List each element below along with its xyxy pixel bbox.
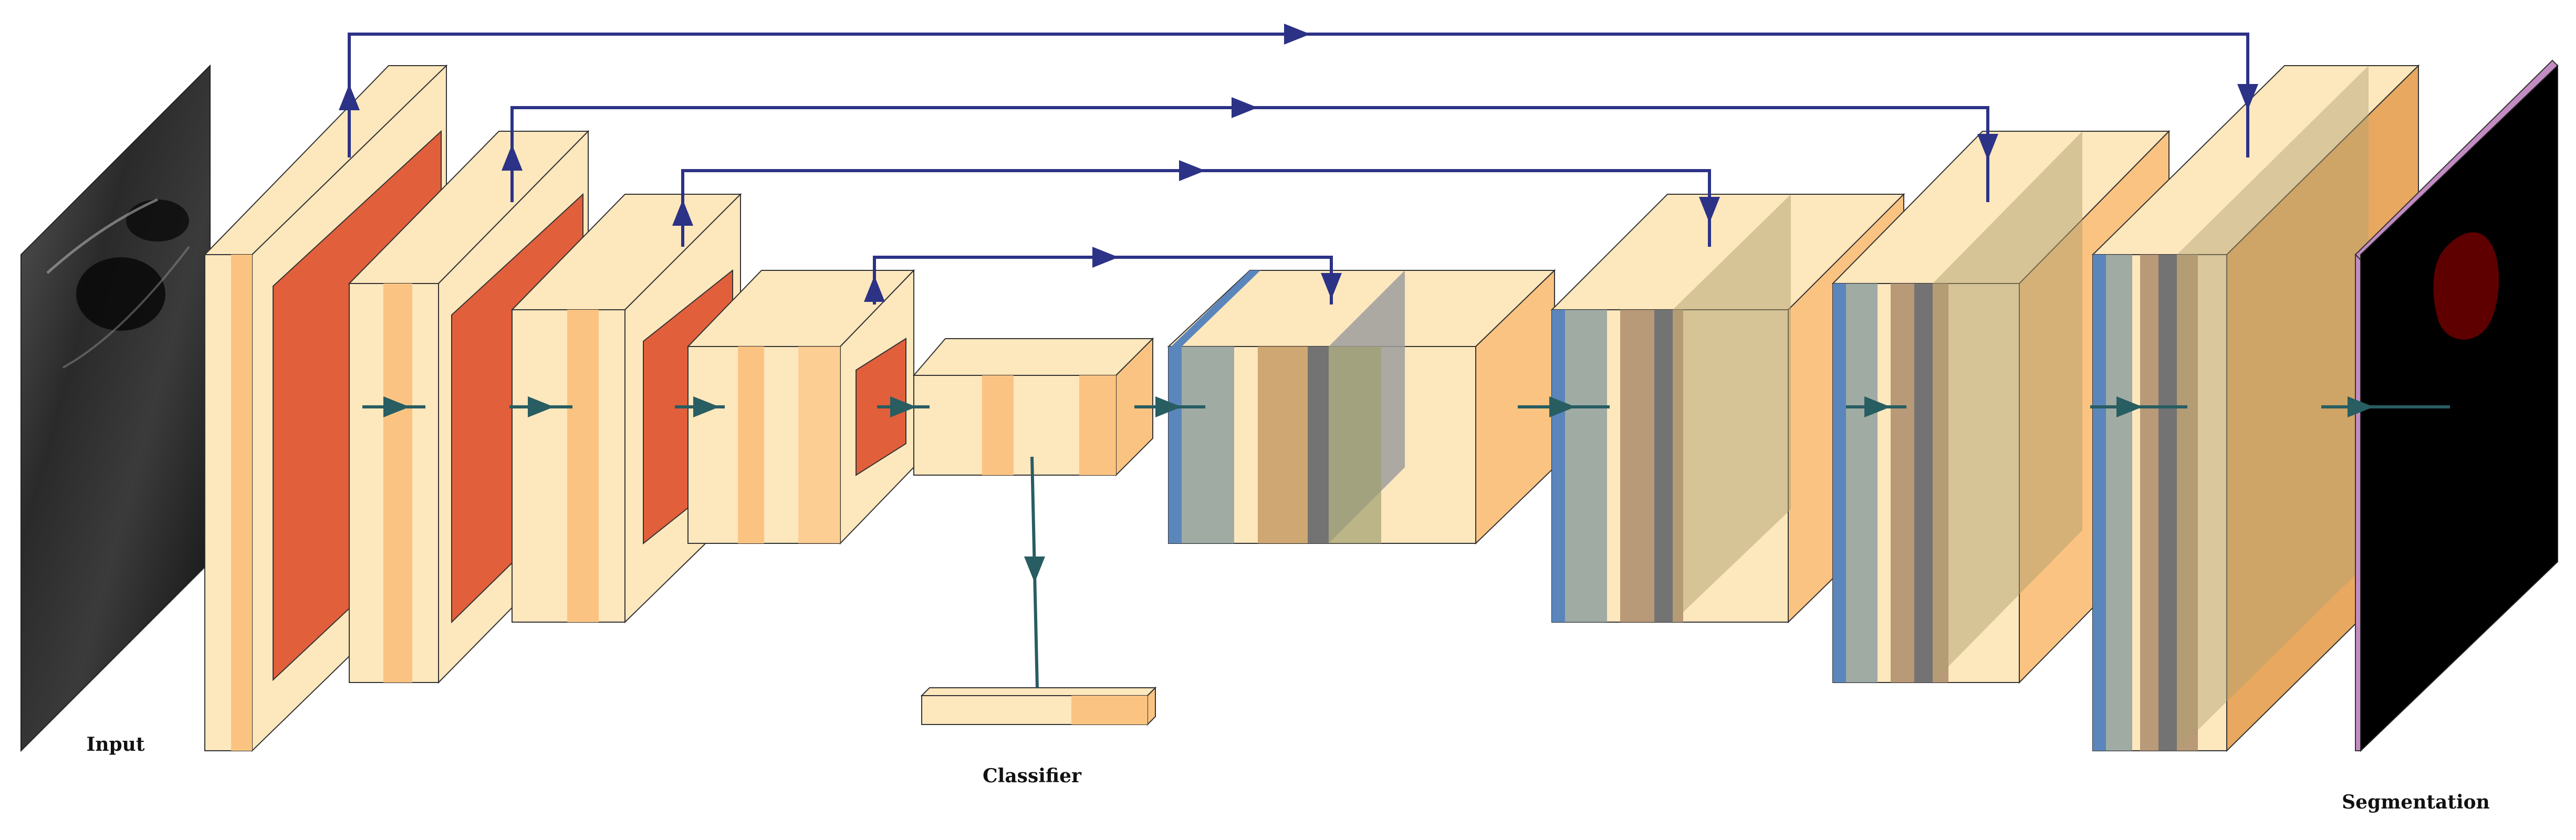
arrow-icon	[528, 396, 554, 417]
skip-connection-1	[348, 33, 2249, 158]
arrow-icon	[339, 84, 360, 110]
arrow-icon	[890, 396, 916, 417]
decoder-stage-2	[1550, 193, 1905, 624]
input-label: Input	[87, 733, 145, 755]
arrow-icon	[1024, 556, 1045, 583]
bottleneck-block	[912, 337, 1154, 477]
arrow-icon	[1284, 24, 1310, 45]
arrow-icon	[1699, 197, 1720, 223]
arrow-icon	[1977, 134, 1998, 160]
arrow-icon	[2237, 84, 2258, 110]
arrow-icon	[2348, 396, 2374, 417]
skip-connection-3	[681, 169, 1711, 247]
arrow-icon	[502, 144, 523, 171]
arrow-icon	[1179, 160, 1205, 181]
skip-connection-2	[510, 106, 1989, 202]
arrow-icon	[1155, 396, 1182, 417]
arrow-icon	[1549, 396, 1576, 417]
classifier-block	[920, 686, 1157, 726]
arrow-icon	[383, 396, 410, 417]
classifier-label: Classifier	[983, 765, 1082, 787]
arrow-icon	[693, 396, 719, 417]
output-segmentation-mask	[2354, 59, 2559, 752]
arrow-icon	[864, 276, 885, 302]
segmentation-label: Segmentation	[2342, 791, 2490, 813]
arrow-icon	[1321, 273, 1342, 299]
arrow-icon	[1092, 247, 1119, 268]
data-flow-arrowheads	[383, 396, 2374, 583]
decoder-stage-1	[1167, 269, 1556, 545]
arrow-icon	[1232, 97, 1258, 118]
arrow-icon	[2116, 396, 2143, 417]
arrow-icon	[672, 200, 693, 226]
input-image	[20, 64, 211, 752]
arrow-icon	[1864, 396, 1891, 417]
skip-arrowheads	[339, 24, 2258, 302]
